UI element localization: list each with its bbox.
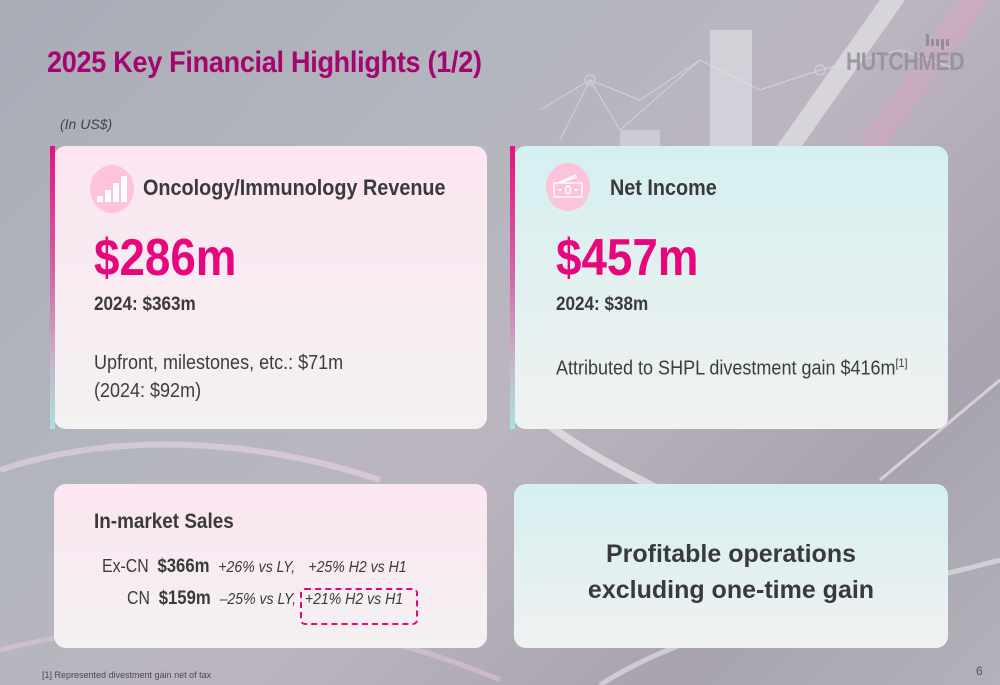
profitable-line1: Profitable operations: [605, 540, 857, 568]
logo-text: HUTCHMED: [846, 48, 965, 76]
revenue-heading: Oncology/Immunology Revenue: [143, 175, 446, 200]
profitable-statement: Profitable operations excluding one-time…: [514, 536, 948, 608]
sales-value: $366m: [157, 556, 210, 577]
region-label: Ex-CN: [102, 556, 149, 576]
logo-mark-icon: [926, 34, 949, 50]
highlight-dashed-box: [300, 588, 418, 625]
revenue-prior-year: 2024: $363m: [94, 294, 196, 315]
revenue-note: Upfront, milestones, etc.: $71m (2024: $…: [94, 349, 343, 405]
net-income-card: Net Income $457m 2024: $38m Attributed t…: [510, 146, 948, 429]
units-label: (In US$): [60, 116, 113, 132]
footnote: [1] Represented divestment gain net of t…: [42, 670, 212, 680]
card-accent-bar: [510, 146, 515, 429]
net-income-prior-year: 2024: $38m: [556, 294, 649, 315]
sales-value: $159m: [158, 588, 211, 609]
revenue-card: Oncology/Immunology Revenue $286m 2024: …: [50, 146, 487, 429]
page-number: 6: [976, 664, 983, 678]
revenue-note-line1: Upfront, milestones, etc.: $71m: [94, 352, 344, 374]
company-logo: HUTCHMED: [846, 34, 965, 76]
revenue-value: $286m: [94, 229, 237, 287]
profitable-line2: excluding one-time gain: [587, 576, 875, 604]
net-income-value: $457m: [556, 229, 699, 287]
profitable-operations-card: Profitable operations excluding one-time…: [514, 484, 948, 648]
page-title: 2025 Key Financial Highlights (1/2): [47, 46, 482, 79]
hoh-change: +25% H2 vs H1: [308, 559, 407, 576]
revenue-note-line2: (2024: $92m): [94, 380, 202, 402]
footnote-ref: [1]: [895, 356, 908, 370]
money-icon: [553, 174, 583, 198]
net-income-heading: Net Income: [610, 175, 717, 200]
hoh-change: +21% H2 vs H1: [304, 591, 404, 608]
sales-row-ex-cn: Ex-CN $366m +26% vs LY, +25% H2 vs H1: [102, 556, 407, 578]
net-income-note: Attributed to SHPL divestment gain $416m…: [556, 349, 908, 383]
net-income-icon-badge: [546, 163, 590, 211]
revenue-icon-badge: [90, 165, 134, 213]
net-income-note-text: Attributed to SHPL divestment gain $416m: [556, 357, 896, 380]
card-accent-bar: [50, 146, 55, 429]
in-market-sales-card: In-market Sales Ex-CN $366m +26% vs LY, …: [54, 484, 487, 648]
yoy-change: +26% vs LY,: [218, 559, 296, 576]
sales-row-cn: CN $159m –25% vs LY, +21% H2 vs H1: [127, 588, 403, 610]
region-label: CN: [127, 588, 150, 608]
yoy-change: –25% vs LY,: [219, 591, 297, 608]
bar-chart-icon: [97, 176, 127, 202]
in-market-heading: In-market Sales: [94, 510, 234, 533]
